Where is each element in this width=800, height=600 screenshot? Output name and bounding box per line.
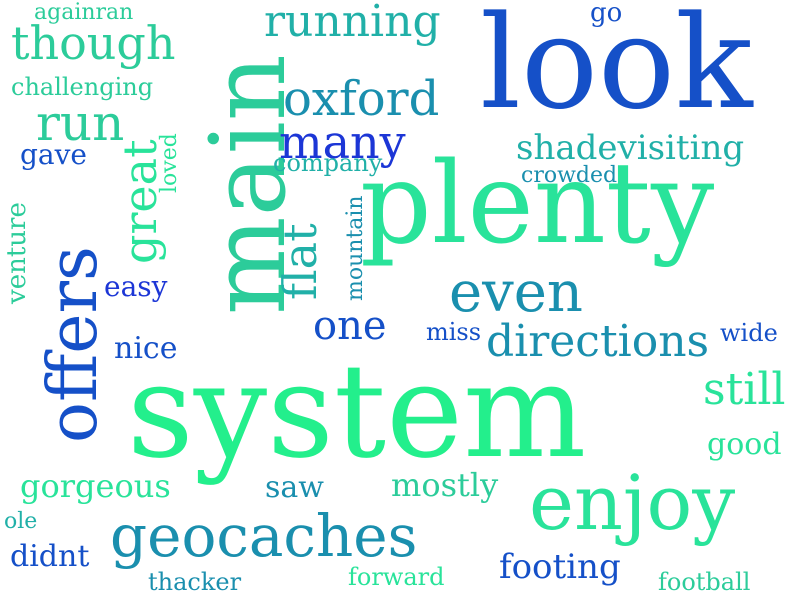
word-miss: miss (426, 318, 482, 346)
word-challenging: challenging (11, 73, 154, 101)
word-thacker: thacker (148, 568, 242, 596)
word-even: even (449, 260, 583, 325)
word-run: run (36, 94, 125, 152)
word-forward: forward (348, 563, 445, 591)
word-crowded: crowded (521, 163, 618, 188)
word-nice: nice (114, 331, 178, 366)
word-system: system (127, 335, 587, 487)
word-flat: flat (273, 223, 327, 300)
word-enjoy: enjoy (529, 458, 736, 547)
word-go: go (590, 0, 623, 28)
word-venture: venture (2, 202, 32, 304)
word-shadevisiting: shadevisiting (516, 128, 745, 168)
word-didnt: didnt (10, 539, 90, 574)
word-one: one (313, 303, 387, 349)
word-ole: ole (4, 509, 38, 534)
word-many: many (279, 115, 406, 169)
word-geocaches: geocaches (110, 502, 418, 570)
word-football: football (658, 568, 751, 596)
word-plenty: plenty (360, 139, 715, 269)
word-gorgeous: gorgeous (20, 467, 171, 505)
word-company: company (273, 149, 383, 177)
word-wide: wide (720, 319, 778, 347)
word-good: good (707, 427, 782, 462)
word-loved: loved (157, 133, 182, 193)
word-easy: easy (104, 270, 168, 303)
word-look: look (480, 0, 753, 138)
word-mountain: mountain (343, 195, 368, 301)
word-mostly: mostly (391, 466, 499, 504)
word-oxford: oxford (283, 71, 440, 127)
word-still: still (703, 364, 786, 415)
word-saw: saw (265, 470, 324, 505)
word-offers: offers (34, 246, 113, 443)
word-directions: directions (486, 316, 710, 367)
word-footing: footing (499, 547, 621, 587)
word-running: running (264, 0, 441, 47)
word-againran: againran (34, 0, 134, 25)
word-gave: gave (20, 138, 88, 171)
word-though: though (11, 16, 176, 70)
